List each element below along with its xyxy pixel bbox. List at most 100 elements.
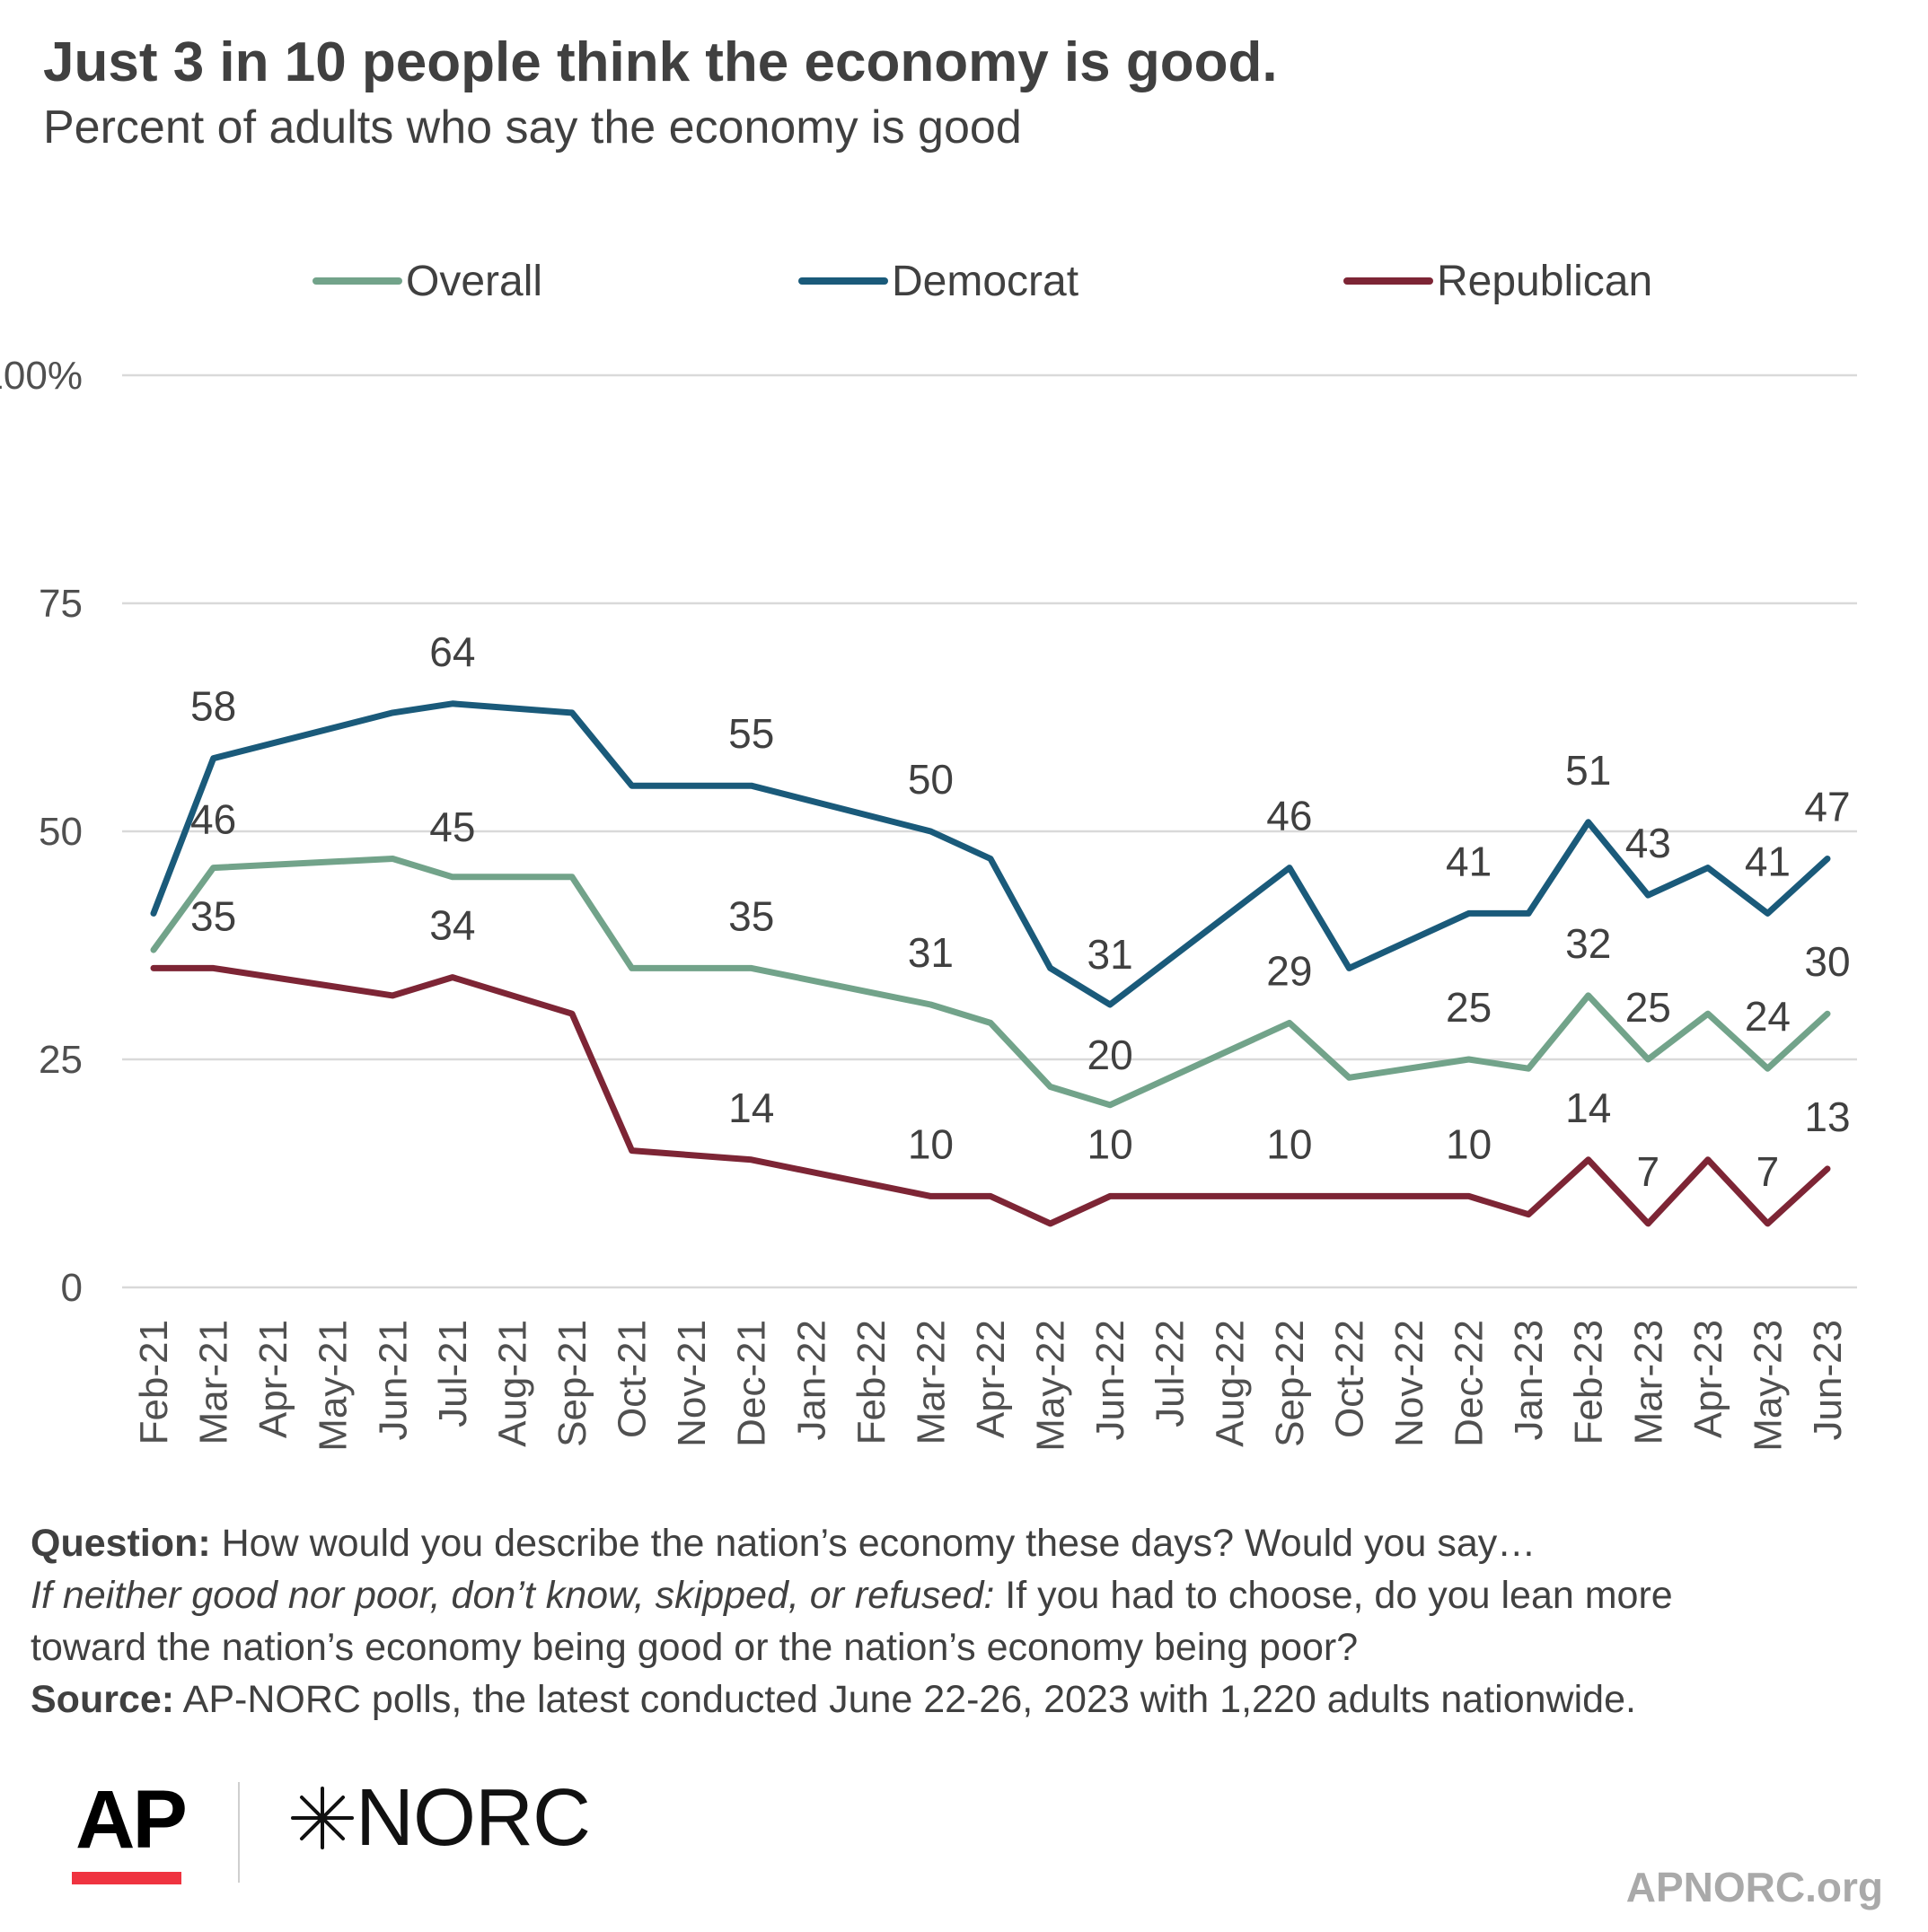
series-line-republican <box>150 964 1831 1227</box>
x-tick-label: Aug-22 <box>1208 1320 1252 1447</box>
data-label-overall: 25 <box>1446 984 1492 1031</box>
question-label: Question: <box>31 1522 211 1565</box>
x-tick-label: Apr-23 <box>1686 1320 1730 1438</box>
data-label-republican: 7 <box>1756 1148 1780 1195</box>
source-label: Source: <box>31 1678 175 1721</box>
x-tick-label: May-21 <box>312 1320 356 1452</box>
followup-line: If neither good nor poor, don’t know, sk… <box>31 1569 1898 1621</box>
data-label-republican: 10 <box>1087 1120 1133 1167</box>
x-tick-label: Jan-22 <box>789 1320 833 1441</box>
y-tick-label: 25 <box>39 1038 83 1082</box>
data-label-democrat: 41 <box>1446 838 1492 884</box>
y-tick-label: 50 <box>39 810 83 854</box>
x-tick-label: Dec-21 <box>730 1320 774 1447</box>
norc-star-icon <box>291 1787 354 1849</box>
x-tick-label: May-22 <box>1029 1320 1073 1452</box>
chart-title: Just 3 in 10 people think the economy is… <box>43 31 1278 93</box>
data-label-overall: 20 <box>1087 1032 1133 1078</box>
ap-logo: AP <box>75 1774 188 1866</box>
question-line: Question: How would you describe the nat… <box>31 1517 1898 1569</box>
x-tick-label: Mar-23 <box>1626 1320 1670 1445</box>
x-tick-label: Jul-21 <box>431 1320 475 1427</box>
x-tick-label: Aug-21 <box>490 1320 534 1447</box>
data-label-democrat: 46 <box>1266 793 1312 839</box>
ap-logo-red-bar <box>72 1872 181 1884</box>
chart-subtitle: Percent of adults who say the economy is… <box>43 101 1022 154</box>
series-lines <box>150 700 1831 1227</box>
x-tick-label: Oct-22 <box>1327 1320 1371 1438</box>
legend: Overall Democrat Republican <box>313 258 1652 305</box>
y-tick-label: 0 <box>61 1266 83 1310</box>
x-tick-label: Mar-21 <box>192 1320 236 1445</box>
line-chart: 0 25 50 75 100% Feb-21 Mar-21 Apr-21 May-21 Jun-… <box>0 258 1857 1452</box>
x-tick-label: Jun-23 <box>1806 1320 1850 1441</box>
data-label-overall: 46 <box>190 796 236 843</box>
x-tick-label: Feb-21 <box>132 1320 176 1445</box>
legend-label-democrat: Democrat <box>892 258 1078 305</box>
chart-notes: Question: How would you describe the nat… <box>31 1517 1898 1726</box>
y-tick-label: 100% <box>0 354 83 398</box>
data-label-republican: 10 <box>1266 1120 1312 1167</box>
data-labels: 46 45 35 31 20 29 25 32 25 24 30 58 64 55 50 31 46 41 51 43… <box>190 628 1851 1195</box>
data-label-republican: 14 <box>728 1085 774 1131</box>
followup-text: If you had to choose, do you lean more <box>994 1574 1673 1617</box>
x-tick-label: Jan-23 <box>1507 1320 1551 1441</box>
followup-condition: If neither good nor poor, don’t know, sk… <box>31 1574 995 1617</box>
data-label-overall: 45 <box>429 804 475 850</box>
norc-logo-text: NORC <box>356 1772 591 1863</box>
site-url: APNORC.org <box>1625 1864 1883 1910</box>
followup-line-2: toward the nation’s economy being good o… <box>31 1621 1898 1673</box>
data-label-overall: 25 <box>1625 984 1671 1031</box>
gridlines <box>122 373 1857 1289</box>
data-label-democrat: 64 <box>429 628 475 675</box>
data-label-republican: 35 <box>190 892 236 939</box>
data-label-overall: 35 <box>728 892 774 939</box>
x-tick-label: Nov-21 <box>670 1320 714 1447</box>
x-tick-label: Dec-22 <box>1448 1320 1492 1447</box>
data-label-republican: 10 <box>1446 1120 1492 1167</box>
data-label-republican: 10 <box>908 1120 954 1167</box>
data-label-democrat: 55 <box>728 710 774 757</box>
x-tick-label: Nov-22 <box>1387 1320 1431 1447</box>
data-label-overall: 31 <box>908 929 954 976</box>
x-axis-ticks: Feb-21 Mar-21 Apr-21 May-21 Jun-21 Jul-21 Aug-… <box>132 1320 1850 1452</box>
x-tick-label: Apr-21 <box>251 1320 295 1438</box>
followup-text-2: toward the nation’s economy being good o… <box>31 1626 1359 1669</box>
logo-divider <box>238 1782 240 1883</box>
x-tick-label: Jun-21 <box>371 1320 415 1441</box>
series-line-overall <box>150 856 1831 1109</box>
data-label-overall: 32 <box>1565 920 1611 967</box>
x-tick-label: Jul-22 <box>1149 1320 1193 1427</box>
legend-label-republican: Republican <box>1437 258 1652 305</box>
source-text: AP-NORC polls, the latest conducted June… <box>174 1678 1636 1721</box>
source-line: Source: AP-NORC polls, the latest conduc… <box>31 1673 1898 1726</box>
series-line-democrat <box>150 700 1831 1008</box>
x-tick-label: Feb-23 <box>1567 1320 1611 1445</box>
x-tick-label: Jun-22 <box>1088 1320 1132 1441</box>
x-tick-label: Mar-22 <box>909 1320 953 1445</box>
x-tick-label: Feb-22 <box>850 1320 894 1445</box>
x-tick-label: Sep-21 <box>550 1320 594 1447</box>
data-label-democrat: 51 <box>1565 747 1611 794</box>
data-label-democrat: 50 <box>908 756 954 803</box>
data-label-republican: 7 <box>1636 1148 1659 1195</box>
x-tick-label: Sep-22 <box>1268 1320 1312 1447</box>
data-label-democrat: 31 <box>1087 931 1133 978</box>
data-label-republican: 34 <box>429 902 475 949</box>
data-label-overall: 30 <box>1804 938 1850 985</box>
x-tick-label: May-23 <box>1746 1320 1790 1452</box>
data-label-democrat: 47 <box>1804 783 1850 830</box>
legend-label-overall: Overall <box>406 258 542 305</box>
data-label-democrat: 58 <box>190 683 236 730</box>
x-tick-label: Oct-21 <box>611 1320 655 1438</box>
y-axis-ticks: 0 25 50 75 100% <box>0 354 83 1310</box>
data-label-republican: 13 <box>1804 1093 1850 1140</box>
x-tick-label: Apr-22 <box>969 1320 1013 1438</box>
data-label-democrat: 41 <box>1745 838 1791 884</box>
data-label-republican: 14 <box>1565 1085 1611 1131</box>
norc-logo: NORC <box>289 1772 591 1863</box>
question-text: How would you describe the nation’s econ… <box>210 1522 1536 1565</box>
data-label-overall: 29 <box>1266 947 1312 994</box>
y-tick-label: 75 <box>39 582 83 626</box>
data-label-overall: 24 <box>1745 993 1791 1040</box>
